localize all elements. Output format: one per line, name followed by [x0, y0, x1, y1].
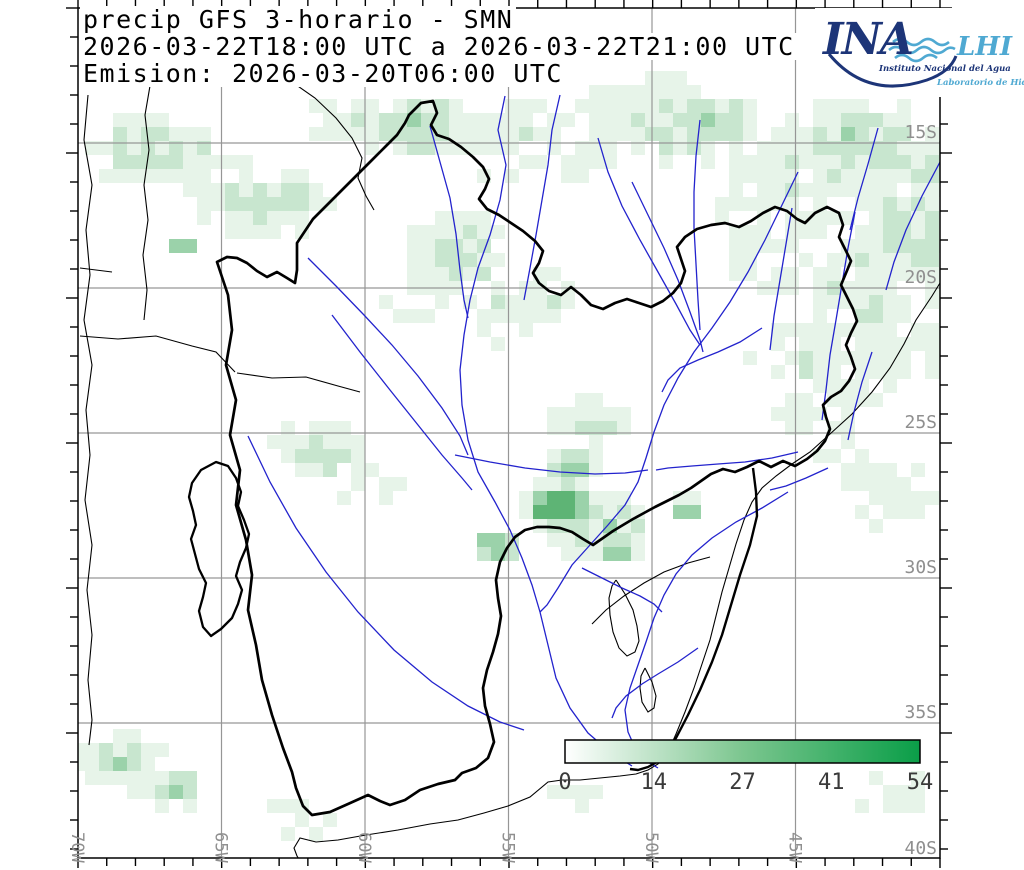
- river-pantanal-trib: [429, 125, 469, 319]
- colorbar-gradient: [564, 739, 921, 764]
- lat-lon-graticule: [78, 8, 940, 858]
- graticule-labels: 15S 20S 25S 30S 35S 40S 70W 65W 60W 55W 50W 45W: [67, 122, 937, 863]
- lat-label-30S: 30S: [904, 557, 937, 578]
- river-iguazu: [655, 451, 799, 471]
- river-salado: [247, 435, 525, 731]
- river-ne-3: [769, 207, 793, 351]
- river-pilcomayo: [307, 257, 469, 456]
- colorbar-label-0: 0: [558, 770, 571, 795]
- river-uruguay: [624, 491, 789, 769]
- border-uruguay-brazil: [591, 556, 711, 625]
- colorbar-labels: 0 14 27 41 54: [558, 770, 933, 795]
- basin-east-branch: [629, 467, 759, 772]
- lat-label-35S: 35S: [904, 702, 937, 723]
- river-ibera: [454, 454, 649, 475]
- colorbar-label-41: 41: [818, 770, 845, 795]
- lon-label-70W: 70W: [67, 832, 87, 863]
- lon-label-55W: 55W: [498, 832, 518, 863]
- border-andes: [83, 94, 93, 746]
- colorbar-label-54: 54: [907, 770, 934, 795]
- colorbar-label-27: 27: [729, 770, 756, 795]
- basin-outline-main: [215, 99, 859, 817]
- lon-label-65W: 65W: [211, 832, 231, 863]
- logo-decoration: [827, 37, 958, 88]
- lagoa-mirim: [639, 667, 657, 713]
- lagoa-dos-patos: [608, 579, 640, 657]
- border-provincial: [236, 372, 361, 393]
- colorbar-label-14: 14: [641, 770, 668, 795]
- river-paranaiba: [597, 137, 701, 346]
- logo-institute-name: Instituto Nacional del Agua: [879, 64, 1011, 74]
- emission-time: Emision: 2026-03-20T06:00 UTC: [80, 60, 566, 87]
- river-ne-2: [821, 211, 856, 421]
- logo-acronym: INA: [823, 14, 914, 65]
- map-title: precip GFS 3-horario - SMN: [80, 6, 517, 33]
- logo-laboratory-name: Laboratorio de Hidrología: [937, 78, 1024, 88]
- river-negro-uy: [611, 647, 699, 719]
- logo-waves-icon: [888, 37, 956, 63]
- border-short-1: [79, 267, 113, 273]
- river-ne-corner: [885, 161, 940, 291]
- precipitation-cells: [78, 71, 940, 841]
- river-grande: [631, 181, 704, 353]
- lon-label-60W: 60W: [354, 832, 374, 863]
- valid-period: 2026-03-22T18:00 UTC a 2026-03-22T21:00 …: [80, 33, 798, 60]
- lat-label-20S: 20S: [904, 267, 937, 288]
- border-short-2: [79, 335, 236, 373]
- title-block: precip GFS 3-horario - SMN 2026-03-22T18…: [80, 6, 798, 87]
- basin-boundary: [187, 99, 859, 817]
- river-parana: [539, 171, 799, 613]
- river-jacui: [581, 567, 663, 613]
- basin-west-lobe: [187, 460, 251, 638]
- river-se-1: [847, 351, 873, 441]
- lon-label-45W: 45W: [785, 832, 805, 863]
- river-bermejo: [331, 314, 473, 491]
- colorbar: 0 14 27 41 54: [558, 739, 933, 795]
- ina-logo: INA LHI Instituto Nacional del Agua Labo…: [815, 8, 1024, 97]
- logo-swoosh-arc: [827, 53, 958, 88]
- river-east-trib: [769, 467, 829, 491]
- river-tiete: [661, 327, 763, 393]
- river-ne-4: [693, 119, 701, 331]
- logo-unit: LHI: [957, 32, 1013, 62]
- river-north-trib: [523, 94, 561, 301]
- lat-label-25S: 25S: [904, 412, 937, 433]
- lat-label-40S: 40S: [904, 838, 937, 859]
- lat-label-15S: 15S: [904, 122, 937, 143]
- lon-label-50W: 50W: [641, 832, 661, 863]
